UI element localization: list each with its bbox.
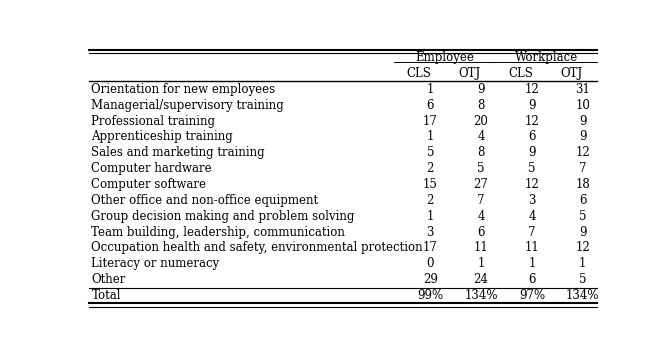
Text: Orientation for new employees: Orientation for new employees: [92, 83, 276, 96]
Text: 20: 20: [474, 115, 488, 128]
Text: 12: 12: [524, 115, 539, 128]
Text: Workplace: Workplace: [514, 51, 578, 64]
Text: Professional training: Professional training: [92, 115, 215, 128]
Text: OTJ: OTJ: [561, 67, 583, 80]
Text: 9: 9: [477, 83, 485, 96]
Text: 10: 10: [575, 99, 590, 112]
Text: 17: 17: [423, 115, 438, 128]
Text: 17: 17: [423, 242, 438, 254]
Text: 9: 9: [579, 130, 587, 143]
Text: 9: 9: [579, 226, 587, 239]
Text: 1: 1: [529, 257, 536, 270]
Text: Other office and non-office equipment: Other office and non-office equipment: [92, 194, 318, 207]
Text: 1: 1: [427, 83, 434, 96]
Text: 1: 1: [478, 257, 485, 270]
Text: 8: 8: [478, 146, 485, 159]
Text: 7: 7: [477, 194, 485, 207]
Text: 5: 5: [579, 210, 587, 223]
Text: Total: Total: [92, 289, 121, 302]
Text: 134%: 134%: [566, 289, 599, 302]
Text: 5: 5: [427, 146, 434, 159]
Text: Sales and marketing training: Sales and marketing training: [92, 146, 265, 159]
Text: 6: 6: [579, 194, 587, 207]
Text: 12: 12: [524, 178, 539, 191]
Text: 6: 6: [427, 99, 434, 112]
Text: 4: 4: [477, 210, 485, 223]
Text: 11: 11: [524, 242, 539, 254]
Text: 31: 31: [575, 83, 590, 96]
Text: 15: 15: [423, 178, 438, 191]
Text: Literacy or numeracy: Literacy or numeracy: [92, 257, 219, 270]
Text: 24: 24: [474, 273, 488, 286]
Text: 0: 0: [427, 257, 434, 270]
Text: 8: 8: [478, 99, 485, 112]
Text: CLS: CLS: [407, 67, 432, 80]
Text: 7: 7: [528, 226, 536, 239]
Text: 6: 6: [477, 226, 485, 239]
Text: 1: 1: [427, 210, 434, 223]
Text: 99%: 99%: [417, 289, 444, 302]
Text: 27: 27: [474, 178, 488, 191]
Text: 11: 11: [474, 242, 488, 254]
Text: Group decision making and problem solving: Group decision making and problem solvin…: [92, 210, 355, 223]
Text: Computer hardware: Computer hardware: [92, 162, 212, 175]
Text: 12: 12: [575, 146, 590, 159]
Text: 12: 12: [575, 242, 590, 254]
Text: 1: 1: [579, 257, 586, 270]
Text: 5: 5: [579, 273, 587, 286]
Text: 2: 2: [427, 194, 434, 207]
Text: Employee: Employee: [415, 51, 474, 64]
Text: CLS: CLS: [508, 67, 533, 80]
Text: Managerial/supervisory training: Managerial/supervisory training: [92, 99, 284, 112]
Text: 9: 9: [579, 115, 587, 128]
Text: 18: 18: [575, 178, 590, 191]
Text: Apprenticeship training: Apprenticeship training: [92, 130, 233, 143]
Text: Other: Other: [92, 273, 126, 286]
Text: 9: 9: [528, 146, 536, 159]
Text: Computer software: Computer software: [92, 178, 207, 191]
Text: 5: 5: [528, 162, 536, 175]
Text: OTJ: OTJ: [459, 67, 481, 80]
Text: Occupation health and safety, environmental protection: Occupation health and safety, environmen…: [92, 242, 423, 254]
Text: 9: 9: [528, 99, 536, 112]
Text: 12: 12: [524, 83, 539, 96]
Text: 7: 7: [579, 162, 587, 175]
Text: 1: 1: [427, 130, 434, 143]
Text: Team building, leadership, communication: Team building, leadership, communication: [92, 226, 345, 239]
Text: 6: 6: [528, 130, 536, 143]
Text: 5: 5: [477, 162, 485, 175]
Text: 97%: 97%: [519, 289, 545, 302]
Text: 134%: 134%: [464, 289, 498, 302]
Text: 4: 4: [477, 130, 485, 143]
Text: 2: 2: [427, 162, 434, 175]
Text: 3: 3: [427, 226, 434, 239]
Text: 29: 29: [423, 273, 438, 286]
Text: 6: 6: [528, 273, 536, 286]
Text: 4: 4: [528, 210, 536, 223]
Text: 3: 3: [528, 194, 536, 207]
